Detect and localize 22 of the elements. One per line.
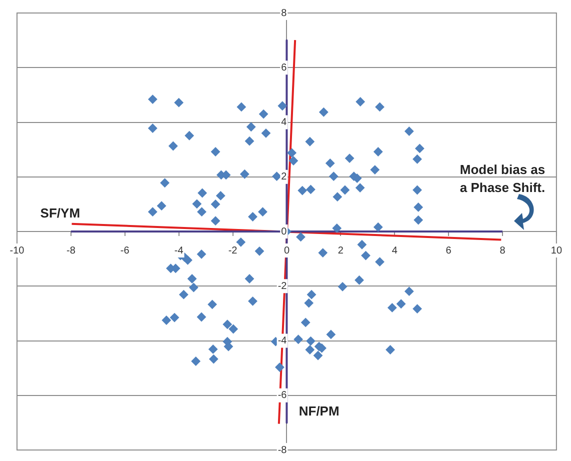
y-tick-label: -6 [278,390,288,402]
y-tick-label: 6 [281,62,288,74]
x-tick-label: 2 [338,245,344,256]
x-tick-label: 10 [550,245,562,256]
x-tick-label: 6 [446,245,452,256]
y-tick-label: -8 [278,444,288,456]
y-tick-label: -2 [278,280,288,292]
x-tick-label: -10 [10,245,25,256]
x-tick-label: 8 [500,245,506,256]
x-tick-label: -6 [120,245,130,256]
y-tick-label: 2 [281,172,288,183]
y-tick-label: 0 [281,226,288,238]
x-tick-label: 4 [392,245,398,256]
annotation: Model bias as a Phase Shift. [460,162,546,196]
annotation: NF/PM [298,403,340,418]
annotation: SF/YM [40,205,80,220]
x-tick-label: -4 [174,245,184,256]
y-tick-label: 8 [281,8,288,19]
y-tick-label: -4 [278,336,288,346]
x-tick-label: -8 [66,245,76,256]
y-tick-label: 4 [281,117,288,128]
x-tick-label: -2 [228,245,238,256]
